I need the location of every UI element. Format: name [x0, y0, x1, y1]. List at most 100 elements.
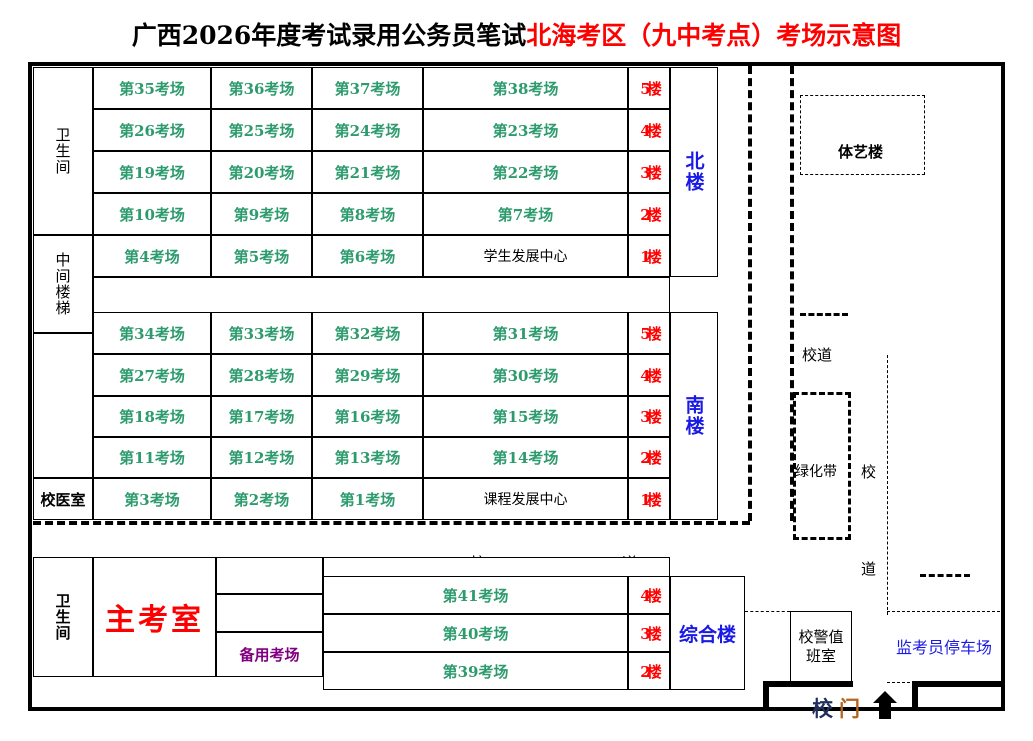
page-title-red: 北海考区（九中考点）考场示意图	[526, 21, 902, 50]
room-cell: 第3考场	[93, 478, 211, 520]
campus-road-vertical-top: 校	[861, 463, 877, 481]
room-cell: 第15考场	[423, 396, 628, 437]
room-cell: 第25考场	[211, 109, 312, 151]
curriculum-development-center-cell: 课程发展中心	[423, 478, 628, 520]
room-cell: 第10考场	[93, 193, 211, 235]
gate-wall-right-vert	[912, 681, 918, 711]
floor-label-cell: 4楼	[628, 109, 670, 151]
room-cell: 第39考场	[323, 652, 628, 690]
north-middle-stairs-label: 中间楼梯	[53, 252, 72, 316]
room-cell: 第2考场	[211, 478, 312, 520]
gate-wall-left-top	[763, 681, 853, 687]
school-gate-label: 校门	[812, 693, 866, 723]
road-dash-mark-2	[920, 574, 970, 577]
room-cell: 第37考场	[312, 67, 423, 109]
bottom-restroom-cell: 卫生间	[33, 557, 93, 677]
room-cell: 第41考场	[323, 576, 628, 614]
room-cell: 第12考场	[211, 437, 312, 478]
north-middle-stairs-cell: 中间楼梯	[33, 235, 93, 333]
campus-outer-boundary	[28, 62, 1005, 711]
room-cell: 第20考场	[211, 151, 312, 193]
room-cell: 第38考场	[423, 67, 628, 109]
arts-sports-building-label: 体艺楼	[838, 143, 884, 161]
floor-label-cell: 5楼	[628, 312, 670, 354]
floor-label-cell: 3楼	[628, 396, 670, 437]
room-cell: 第34考场	[93, 312, 211, 354]
north-building-name-cell: 北楼	[670, 67, 718, 277]
spare-exam-room-cell: 备用考场	[216, 632, 323, 677]
room-cell: 第35考场	[93, 67, 211, 109]
campus-road-vertical-bottom: 道	[861, 560, 877, 578]
green-belt-box	[793, 392, 851, 540]
comp-top-strip	[323, 557, 670, 576]
room-cell: 第28考场	[211, 354, 312, 396]
room-cell: 第31考场	[423, 312, 628, 354]
room-cell: 第14考场	[423, 437, 628, 478]
room-cell: 第16考场	[312, 396, 423, 437]
room-cell: 第7考场	[423, 193, 628, 235]
room-cell: 第19考场	[93, 151, 211, 193]
security-duty-room-line2: 班室	[805, 647, 836, 665]
floor-label-cell: 1楼	[628, 478, 670, 520]
page-title-black: 广西2026年度考试录用公务员笔试	[131, 21, 527, 50]
north-building-label: 北楼	[682, 151, 705, 193]
spare-exam-room-label: 备用考场	[239, 646, 300, 664]
gate-wall-right-top	[912, 681, 1005, 687]
main-exam-room-label: 主考室	[105, 603, 204, 638]
room-cell: 第24考场	[312, 109, 423, 151]
security-duty-room-line1: 校警值	[798, 628, 844, 647]
north-restroom-label: 卫生间	[53, 127, 72, 175]
room-cell: 第29考场	[312, 354, 423, 396]
bottom-restroom-label: 卫生间	[53, 593, 72, 641]
room-cell: 第32考场	[312, 312, 423, 354]
campus-divider-thick-dashed-2	[790, 66, 794, 521]
south-clinic-label: 校医室	[40, 490, 86, 509]
green-belt-label: 绿化带	[795, 464, 837, 480]
comprehensive-building-label: 综合楼	[678, 623, 736, 646]
floor-label-cell: 2楼	[628, 193, 670, 235]
comp-row4-left-cell	[216, 557, 323, 594]
room-cell: 第36考场	[211, 67, 312, 109]
school-gate-char1: 校	[812, 696, 839, 721]
arts-sports-building-box	[800, 95, 925, 175]
room-cell: 第6考场	[312, 235, 423, 277]
floor-label-cell: 4楼	[628, 576, 670, 614]
room-cell: 第1考场	[312, 478, 423, 520]
room-cell: 第5考场	[211, 235, 312, 277]
room-cell: 第40考场	[323, 614, 628, 652]
up-arrow-svg	[873, 691, 897, 719]
room-cell: 第27考场	[93, 354, 211, 396]
north-restroom-cell: 卫生间	[33, 67, 93, 235]
campus-divider-thick-dashed-horizontal	[33, 521, 750, 525]
parking-top-divider	[887, 611, 1005, 612]
campus-divider-thick-dashed	[748, 66, 752, 521]
security-duty-room-box: 校警值 班室	[790, 611, 852, 683]
floor-label-cell: 2楼	[628, 652, 670, 690]
room-cell: 第17考场	[211, 396, 312, 437]
floor-label-cell: 5楼	[628, 67, 670, 109]
room-cell: 第8考场	[312, 193, 423, 235]
room-cell: 第11考场	[93, 437, 211, 478]
room-cell: 第26考场	[93, 109, 211, 151]
floor-label-cell: 4楼	[628, 354, 670, 396]
invigilator-parking-label: 监考员停车场	[896, 638, 993, 657]
main-exam-room-cell: 主考室	[93, 557, 216, 677]
room-cell: 第9考场	[211, 193, 312, 235]
road-dash-mark-1	[800, 313, 848, 316]
room-cell: 第21考场	[312, 151, 423, 193]
campus-road-label-1: 校道	[802, 346, 833, 364]
room-cell: 第33考场	[211, 312, 312, 354]
student-development-center-cell: 学生发展中心	[423, 235, 628, 277]
school-gate-char2: 门	[839, 696, 866, 721]
security-room-connector-dash	[745, 611, 790, 612]
room-cell: 第22考场	[423, 151, 628, 193]
room-cell: 第13考场	[312, 437, 423, 478]
floor-label-cell: 2楼	[628, 437, 670, 478]
comp-row3-left-cell	[216, 594, 323, 632]
south-building-name-cell: 南楼	[670, 312, 718, 520]
floor-label-cell: 3楼	[628, 614, 670, 652]
campus-road-thin-divider	[887, 355, 888, 615]
floor-label-cell: 3楼	[628, 151, 670, 193]
up-arrow-icon	[872, 690, 898, 725]
south-building-label: 南楼	[682, 395, 705, 437]
